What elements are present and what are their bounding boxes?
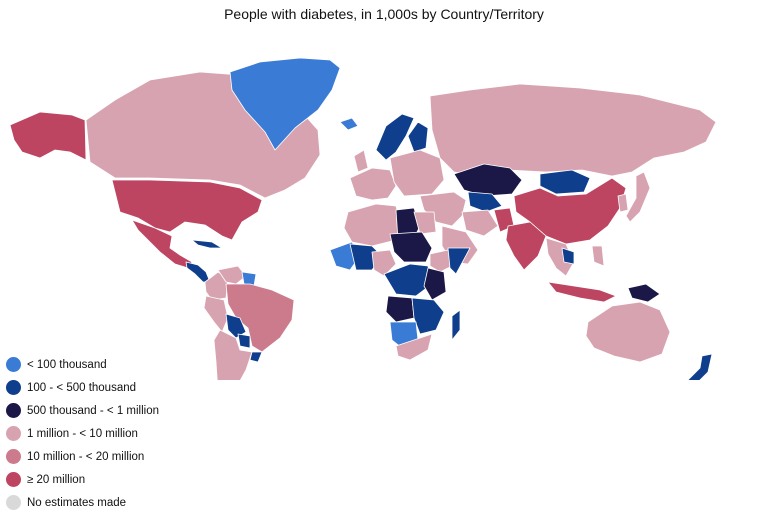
ethiopia[interactable] xyxy=(429,249,453,273)
legend: < 100 thousand 100 - < 500 thousand 500 … xyxy=(6,353,159,514)
korea[interactable] xyxy=(617,193,629,213)
legend-swatch-500k-1m xyxy=(6,403,21,418)
legend-label-ge20m: ≥ 20 million xyxy=(27,473,86,486)
legend-label-10-20m: 10 million - < 20 million xyxy=(27,450,145,463)
eastern-europe[interactable] xyxy=(389,149,445,197)
cambodia-laos[interactable] xyxy=(561,247,575,265)
legend-item-10-20m[interactable]: 10 million - < 20 million xyxy=(6,445,159,468)
legend-label-100-500k: 100 - < 500 thousand xyxy=(27,381,137,394)
uk[interactable] xyxy=(353,149,369,173)
legend-label-500k-1m: 500 thousand - < 1 million xyxy=(27,404,160,417)
central-asia[interactable] xyxy=(467,191,503,213)
east-africa[interactable] xyxy=(423,267,447,301)
legend-label-no-estimate: No estimates made xyxy=(27,496,127,509)
usa[interactable] xyxy=(111,179,263,241)
iceland[interactable] xyxy=(339,117,359,131)
argentina-chile[interactable] xyxy=(213,329,253,380)
angola[interactable] xyxy=(385,295,415,323)
southeast-asia[interactable] xyxy=(545,237,575,277)
finland[interactable] xyxy=(407,121,429,153)
legend-item-lt100k[interactable]: < 100 thousand xyxy=(6,353,159,376)
legend-label-1-10m: 1 million - < 10 million xyxy=(27,427,138,440)
colombia[interactable] xyxy=(204,271,229,301)
scandinavia[interactable] xyxy=(375,113,415,161)
central-america[interactable] xyxy=(185,261,211,283)
zambia-moz[interactable] xyxy=(411,297,445,335)
legend-item-100-500k[interactable]: 100 - < 500 thousand xyxy=(6,376,159,399)
legend-swatch-1-10m xyxy=(6,426,21,441)
new-zealand[interactable] xyxy=(687,353,713,380)
greenland[interactable] xyxy=(229,57,341,151)
legend-swatch-lt100k xyxy=(6,357,21,372)
peru[interactable] xyxy=(203,295,229,333)
madagascar[interactable] xyxy=(451,309,461,341)
horn[interactable] xyxy=(447,247,471,275)
legend-item-1-10m[interactable]: 1 million - < 10 million xyxy=(6,422,159,445)
japan[interactable] xyxy=(625,171,651,223)
sudan-chad[interactable] xyxy=(389,231,433,263)
iran[interactable] xyxy=(461,209,499,237)
legend-item-ge20m[interactable]: ≥ 20 million xyxy=(6,468,159,491)
map-title: People with diabetes, in 1,000s by Count… xyxy=(224,6,544,22)
russia[interactable] xyxy=(429,83,717,177)
venezuela[interactable] xyxy=(217,265,247,285)
legend-swatch-10-20m xyxy=(6,449,21,464)
legend-swatch-100-500k xyxy=(6,380,21,395)
south-africa[interactable] xyxy=(395,333,433,361)
paraguay[interactable] xyxy=(237,333,251,349)
alaska[interactable] xyxy=(9,111,87,161)
legend-swatch-no-estimate xyxy=(6,495,21,510)
mongolia[interactable] xyxy=(539,169,591,195)
uruguay[interactable] xyxy=(249,351,263,363)
legend-swatch-ge20m xyxy=(6,472,21,487)
kazakhstan[interactable] xyxy=(453,163,523,197)
indonesia[interactable] xyxy=(547,281,617,303)
caribbean[interactable] xyxy=(191,239,223,249)
australia[interactable] xyxy=(585,301,671,363)
papua[interactable] xyxy=(627,283,661,303)
india[interactable] xyxy=(505,221,547,271)
philippines[interactable] xyxy=(591,245,605,267)
nigeria[interactable] xyxy=(371,249,397,277)
legend-label-lt100k: < 100 thousand xyxy=(27,358,107,371)
world-map xyxy=(9,57,717,380)
western-europe[interactable] xyxy=(349,167,397,201)
egypt[interactable] xyxy=(413,211,437,235)
legend-item-no-estimate[interactable]: No estimates made xyxy=(6,491,159,514)
legend-item-500k-1m[interactable]: 500 thousand - < 1 million xyxy=(6,399,159,422)
brazil[interactable] xyxy=(225,283,295,353)
